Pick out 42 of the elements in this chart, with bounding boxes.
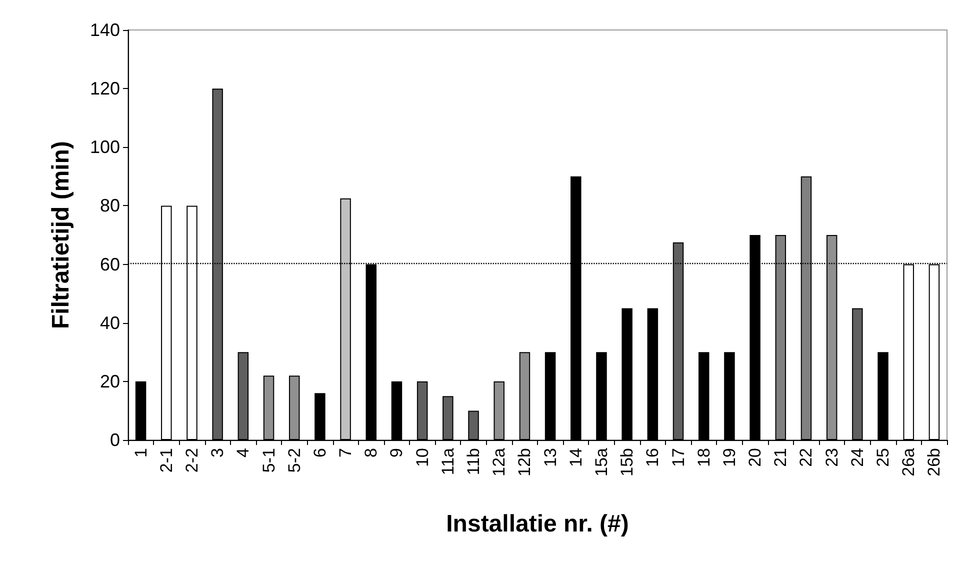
x-tick-label: 17 [668, 448, 688, 467]
x-tick-label: 24 [848, 448, 867, 467]
x-tick-label: 22 [796, 448, 816, 467]
y-tick-label: 100 [90, 137, 120, 158]
x-tick-label: 5-1 [259, 448, 278, 473]
x-tick-label: 9 [387, 448, 406, 458]
x-tick-label: 6 [310, 448, 330, 458]
x-tick-label: 14 [566, 448, 586, 467]
x-tick-label: 25 [874, 448, 893, 467]
x-tick-label: 7 [336, 448, 356, 458]
x-axis-title: Installatie nr. (#) [446, 510, 629, 538]
x-tick-label: 13 [540, 448, 560, 467]
x-tick-label: 11b [464, 448, 484, 476]
y-tick-label: 120 [90, 78, 120, 99]
x-tick-label: 12a [490, 447, 509, 476]
x-tick-label: 5-2 [284, 448, 304, 473]
x-tick-label: 19 [720, 448, 739, 467]
y-tick-label: 0 [110, 430, 120, 450]
x-tick-label: 15b [618, 448, 637, 476]
x-tick-label: 10 [412, 448, 432, 467]
x-tick-label: 15a [592, 447, 611, 476]
x-tick-label: 1 [131, 448, 150, 458]
x-tick-label: 12b [515, 448, 534, 476]
x-tick-label: 8 [362, 448, 381, 458]
x-tick-label: 21 [771, 448, 790, 467]
x-tick-label: 2-2 [182, 448, 202, 473]
x-tick-label: 23 [822, 448, 842, 467]
x-tick-label: 16 [643, 448, 662, 467]
x-tick-label: 26b [924, 448, 944, 476]
x-tick-label: 3 [208, 448, 228, 458]
x-tick-label: 11a [438, 447, 458, 476]
y-tick-label: 60 [100, 254, 120, 274]
x-tick-label: 26a [899, 447, 918, 476]
x-tick-label: 4 [234, 448, 253, 458]
x-tick-label: 20 [746, 448, 765, 467]
y-tick-label: 40 [100, 312, 120, 333]
y-axis-title: Filtratietijd (min) [48, 141, 74, 329]
x-tick-label: 2-1 [156, 448, 176, 473]
x-tick-label: 18 [694, 448, 714, 467]
y-tick-label: 140 [90, 20, 120, 40]
y-tick-label: 20 [100, 371, 120, 392]
y-tick-label: 80 [100, 196, 120, 216]
